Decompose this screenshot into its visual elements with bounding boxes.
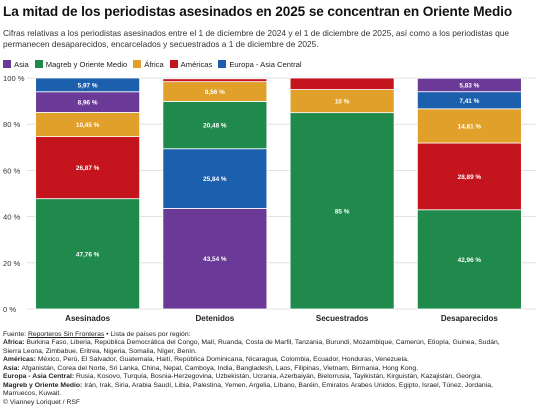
- data-label: 47,76 %: [76, 251, 100, 258]
- bar-segment: [289, 77, 395, 90]
- legend-swatch: [133, 60, 142, 68]
- legend-swatch: [34, 60, 43, 68]
- subtitle-line: permanecen desaparecidos, encarcelados y…: [3, 39, 319, 49]
- x-tick-label: Asesinados: [65, 314, 110, 323]
- data-label: 14,81 %: [458, 123, 482, 130]
- region-countries: Sierra Leona, Zimbabue, Eritrea, Nigeria…: [3, 347, 197, 355]
- data-label: 85 %: [335, 208, 350, 215]
- region-countries: Irán, Irak, Siria, Arabia Saudí, Libia, …: [84, 381, 493, 389]
- legend-label: Asia: [14, 59, 29, 69]
- bar-segment: [416, 209, 522, 310]
- legend-item-asia: Asia: [3, 58, 29, 70]
- legend-item-magreb: Magreb y Oriente Medio: [34, 58, 128, 70]
- data-label: 5,83 %: [459, 82, 479, 89]
- x-tick-label: Detenidos: [196, 314, 235, 323]
- region-row: Américas: México, Perú, El Salvador, Gua…: [3, 356, 535, 364]
- legend-item-americas: Américas: [169, 58, 213, 70]
- data-label: 20,48 %: [203, 123, 227, 130]
- legend-swatch: [218, 60, 227, 68]
- data-label: 7,41 %: [459, 98, 479, 105]
- bar-segment: [35, 77, 141, 93]
- credit: © Vianney Loriquet / RSF: [3, 398, 81, 406]
- source-rest: • Lista de países por región:: [104, 331, 191, 338]
- bar-segment: [416, 77, 522, 93]
- legend-label: Magreb y Oriente Medio: [45, 59, 128, 69]
- source-link[interactable]: Reporteros Sin Fronteras: [27, 331, 105, 338]
- stacked-bar-chart: 0 % 20 % 40 % 60 % 80 % 100 % 47,76 % 26,87 % 10…: [3, 74, 536, 323]
- data-label: 43,54 %: [203, 256, 227, 263]
- y-tick-label: 60 %: [3, 166, 21, 175]
- region-name: África:: [3, 339, 27, 347]
- bar-segment: [416, 108, 522, 144]
- bar-segment: [35, 112, 141, 138]
- legend-swatch: [169, 60, 178, 68]
- bar-segment: [162, 78, 268, 83]
- data-label: 5,97 %: [78, 82, 98, 89]
- legend-label: Europa - Asia Central: [229, 59, 302, 69]
- legend-item-europa: Europa - Asia Central: [218, 58, 302, 70]
- region-name: Europa - Asia Central:: [3, 373, 77, 381]
- data-label: 10 %: [335, 99, 350, 106]
- legend-label: Américas: [180, 59, 213, 69]
- data-label: 25,84 %: [203, 176, 227, 183]
- region-countries: México, Perú, El Salvador, Guatemala, Ha…: [37, 356, 409, 364]
- chart-title: La mitad de los periodistas asesinados e…: [3, 4, 513, 19]
- chart-notes: Fuente: Reporteros Sin Fronteras • Lista…: [3, 331, 535, 407]
- region-row: Marruecos, Kuwait.: [3, 390, 535, 398]
- chart-legend: Asia Magreb y Oriente Medio África Améri…: [3, 58, 302, 70]
- y-tick-label: 40 %: [3, 213, 21, 222]
- region-name: Magreb y Oriente Medio:: [3, 381, 85, 389]
- region-row: Magreb y Oriente Medio: Irán, Irak, Siri…: [3, 382, 535, 390]
- legend-swatch: [3, 60, 11, 68]
- x-tick-label: Secuestrados: [316, 314, 369, 323]
- data-label: 8,56 %: [205, 89, 225, 96]
- chart-subtitle: Cifras relativas a los periodistas asesi…: [3, 28, 533, 50]
- bar-segment: [416, 142, 522, 211]
- y-tick-label: 100 %: [3, 74, 25, 83]
- data-label: 10,45 %: [76, 122, 100, 129]
- data-label: 8,96 %: [78, 100, 98, 107]
- region-row: África: Burkina Faso, Liberia, República…: [3, 339, 535, 347]
- source-label: Fuente:: [3, 331, 28, 338]
- region-row: Sierra Leona, Zimbabue, Eritrea, Nigeria…: [3, 348, 535, 356]
- y-tick-label: 80 %: [3, 120, 21, 129]
- bar-segment: [162, 148, 268, 209]
- y-tick-label: 0 %: [3, 305, 16, 314]
- region-row: Asia: Afganistán, Corea del Norte, Sri L…: [3, 365, 535, 373]
- region-countries: Rusia, Kosovo, Turquía, Bosnia-Herzegovi…: [76, 373, 483, 381]
- x-tick-label: Desaparecidos: [441, 314, 498, 323]
- region-countries: Afganistán, Corea del Norte, Sri Lanka, …: [21, 364, 419, 372]
- region-name: Asia:: [3, 364, 22, 372]
- bar-segment: [35, 198, 141, 310]
- y-tick-label: 20 %: [3, 259, 21, 268]
- source-line: Fuente: Reporteros Sin Fronteras • Lista…: [3, 331, 535, 339]
- legend-label: África: [144, 59, 164, 69]
- legend-item-africa: África: [133, 58, 164, 70]
- data-label: 28,89 %: [458, 174, 482, 181]
- subtitle-line: Cifras relativas a los periodistas asesi…: [3, 28, 510, 38]
- region-countries: Marruecos, Kuwait.: [3, 390, 62, 398]
- data-label: 42,96 %: [458, 257, 482, 264]
- region-row: Europa - Asia Central: Rusia, Kosovo, Tu…: [3, 373, 535, 381]
- data-label: 26,87 %: [76, 165, 100, 172]
- bar-segment: [162, 101, 268, 150]
- region-countries: Burkina Faso, Liberia, República Democrá…: [26, 339, 500, 347]
- bar-segment: [35, 136, 141, 200]
- region-name: Américas:: [3, 356, 38, 364]
